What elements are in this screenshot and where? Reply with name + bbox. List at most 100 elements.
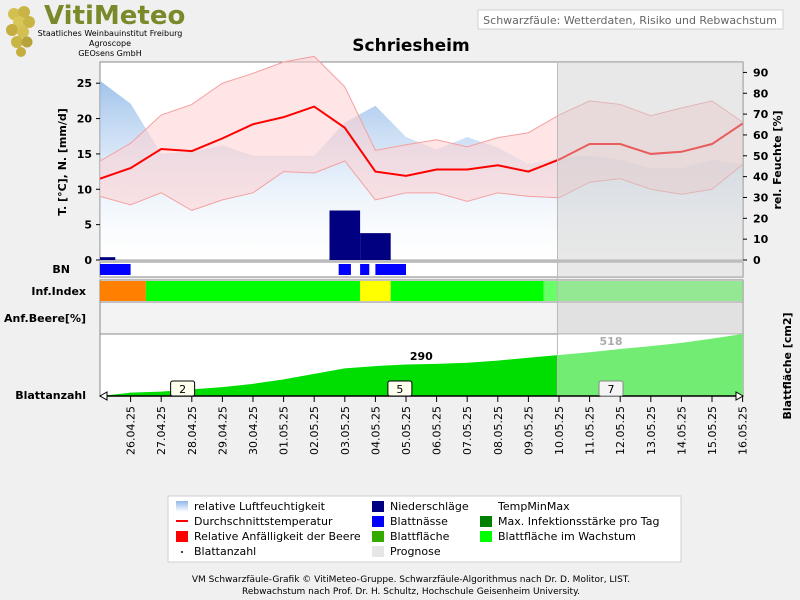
right-tick-label: 90 <box>753 66 769 79</box>
x-tick-label: 06.05.25 <box>431 406 444 455</box>
blattnaesse-bar <box>375 264 406 275</box>
left-tick-label: 5 <box>84 219 92 232</box>
legend-box <box>167 495 682 563</box>
legend-swatch <box>181 551 183 553</box>
legend-label: Relative Anfälligkeit der Beere <box>194 530 361 543</box>
grape-icon <box>6 6 35 57</box>
infection-index-segment <box>145 281 361 301</box>
right-axis-title: rel. Feuchte [%] <box>771 111 784 210</box>
leaf-area-axis-title: Blattfläche [cm2] <box>781 312 794 419</box>
temp-band-fill <box>100 56 743 211</box>
x-tick-label: 29.04.25 <box>216 406 229 455</box>
right-tick-label: 80 <box>753 87 769 100</box>
footer-line-2: Rebwachstum nach Prof. Dr. H. Schultz, H… <box>242 587 580 597</box>
arrow-left-icon <box>98 391 108 401</box>
blattnaesse-bar <box>360 264 370 275</box>
x-tick-label: 26.04.25 <box>125 406 138 455</box>
right-tick-label: 10 <box>753 233 769 246</box>
chart-title: Schriesheim <box>352 36 469 56</box>
left-tick-label: 25 <box>77 77 92 90</box>
legend-label: Blattfläche im Wachstum <box>498 530 636 543</box>
left-axis-title: T. [°C], N. [mm/d] <box>56 108 69 216</box>
legend-swatch <box>372 501 384 512</box>
blattnaesse-bar <box>338 264 351 275</box>
leaf-count-value: 7 <box>608 383 615 396</box>
legend-label: Prognose <box>390 545 441 558</box>
legend-swatch <box>372 546 384 557</box>
infection-index-bars <box>100 281 743 301</box>
x-tick-label: 30.04.25 <box>247 406 260 455</box>
x-tick-label: 07.05.25 <box>461 406 474 455</box>
row-label-blattanzahl: Blattanzahl <box>15 389 86 402</box>
right-tick-label: 60 <box>753 129 769 142</box>
logo-line-3: GEOsens GmbH <box>78 49 142 58</box>
arrow-right-icon <box>735 391 745 401</box>
legend-swatch <box>176 501 188 512</box>
leaf-area-fill <box>100 334 743 396</box>
x-tick-label: 05.05.25 <box>400 406 413 455</box>
leaf-count-box <box>598 380 624 397</box>
header-subtitle: Schwarzfäule: Wetterdaten, Risiko und Re… <box>483 14 777 27</box>
x-tick-label: 10.05.25 <box>553 406 566 455</box>
precipitation-bars <box>100 210 391 260</box>
x-tick-label: 09.05.25 <box>522 406 535 455</box>
legend-label: Blattnässe <box>390 515 448 528</box>
x-tick-label: 16.05.25 <box>737 406 750 455</box>
leaf-count-value: 2 <box>179 383 186 396</box>
x-tick-label: 11.05.25 <box>584 406 597 455</box>
legend-swatch <box>372 531 384 542</box>
precip-bar <box>100 257 116 260</box>
temp-minmax-band <box>99 55 743 212</box>
right-tick-label: 50 <box>753 150 769 163</box>
legend-label: Max. Infektionsstärke pro Tag <box>498 515 659 528</box>
right-tick-label: 70 <box>753 108 769 121</box>
temp-min-line <box>99 160 743 212</box>
right-axis-ticks: 0 10 20 30 40 50 60 70 80 90 <box>743 66 769 267</box>
leaf-area-label: 518 <box>600 335 623 348</box>
x-tick-label: 08.05.25 <box>492 406 505 455</box>
infection-index-segment <box>100 281 146 301</box>
right-tick-label: 0 <box>753 254 761 267</box>
forecast-shade-main <box>557 62 743 260</box>
left-tick-label: 20 <box>77 113 93 126</box>
precip-bar <box>329 210 361 260</box>
leaf-count-value: 5 <box>396 383 403 396</box>
legend-label: Niederschläge <box>390 500 469 513</box>
x-tick-label: 12.05.25 <box>614 406 627 455</box>
right-tick-label: 20 <box>753 212 769 225</box>
anf-beere-row <box>99 301 744 335</box>
right-tick-label: 40 <box>753 171 769 184</box>
header-box <box>477 9 784 30</box>
row-label-bn: BN <box>52 263 70 276</box>
leaf-count-box <box>170 380 196 397</box>
infection-index-segment <box>390 281 544 301</box>
leaf-count-box <box>387 380 413 397</box>
legend-swatch <box>480 531 492 542</box>
legend: relative Luftfeuchtigkeit Niederschläge Te… <box>176 500 659 558</box>
left-axis-ticks: 0 5 10 15 20 25 <box>77 77 100 267</box>
forecast-shade <box>556 62 743 396</box>
x-tick-label: 15.05.25 <box>706 406 719 455</box>
logo-title: VitiMeteo <box>44 1 185 31</box>
left-tick-label: 10 <box>77 183 93 196</box>
legend-label: Blattfläche <box>390 530 450 543</box>
x-tick-label: 01.05.25 <box>278 406 291 455</box>
legend-label: Blattanzahl <box>194 545 256 558</box>
x-axis-ticks: 26.04.25 27.04.25 28.04.25 29.04.25 30.04.25… <box>125 396 750 455</box>
legend-label: Durchschnittstemperatur <box>194 515 333 528</box>
logo-line-1: Staatliches Weinbauinstitut Freiburg <box>38 29 183 38</box>
avg-temp-line <box>99 105 744 180</box>
left-tick-label: 0 <box>84 254 92 267</box>
x-tick-label: 13.05.25 <box>645 406 658 455</box>
x-tick-label: 04.05.25 <box>369 406 382 455</box>
legend-swatch <box>372 516 384 527</box>
row-label-inf-index: Inf.Index <box>31 285 86 298</box>
legend-swatch <box>176 531 188 542</box>
x-tick-label: 14.05.25 <box>675 406 688 455</box>
precip-bar <box>360 233 391 260</box>
forecast-shade-leaf <box>557 334 743 396</box>
row-label-anf-beere: Anf.Beere[%] <box>4 312 86 325</box>
temp-max-line <box>99 55 743 162</box>
infection-index-segment <box>360 281 391 301</box>
